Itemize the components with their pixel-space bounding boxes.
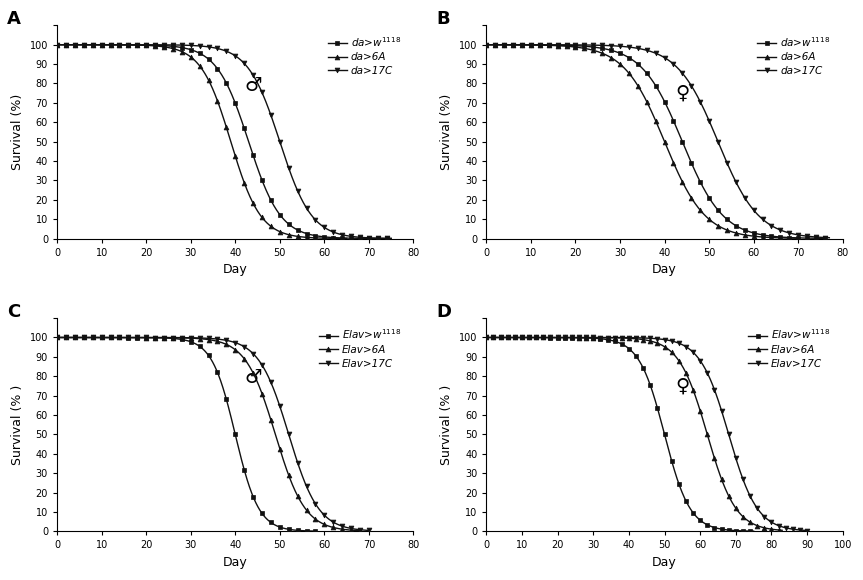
X-axis label: Day: Day xyxy=(223,263,248,276)
Y-axis label: Survival (% ): Survival (% ) xyxy=(11,385,24,465)
Y-axis label: Survival (% ): Survival (% ) xyxy=(440,385,453,465)
Y-axis label: Survival (%): Survival (%) xyxy=(11,94,24,170)
Text: ♀: ♀ xyxy=(675,84,690,103)
Legend: Elav>w$^{1118}$, Elav>6A, Elav>17C: Elav>w$^{1118}$, Elav>6A, Elav>17C xyxy=(319,328,401,369)
X-axis label: Day: Day xyxy=(223,556,248,569)
Text: ♂: ♂ xyxy=(244,75,261,95)
Text: ♀: ♀ xyxy=(675,377,690,396)
Legend: da>w$^{1118}$, da>6A, da>17C: da>w$^{1118}$, da>6A, da>17C xyxy=(757,35,830,76)
Text: ♂: ♂ xyxy=(244,368,261,387)
Text: C: C xyxy=(7,303,21,321)
X-axis label: Day: Day xyxy=(652,556,677,569)
Legend: Elav>w$^{1118}$, Elav>6A, Elav>17C: Elav>w$^{1118}$, Elav>6A, Elav>17C xyxy=(748,328,830,369)
Text: A: A xyxy=(7,10,21,28)
Text: B: B xyxy=(437,10,450,28)
Legend: da>w$^{1118}$, da>6A, da>17C: da>w$^{1118}$, da>6A, da>17C xyxy=(328,35,401,76)
X-axis label: Day: Day xyxy=(652,263,677,276)
Text: D: D xyxy=(437,303,451,321)
Y-axis label: Survival (%): Survival (%) xyxy=(440,94,453,170)
